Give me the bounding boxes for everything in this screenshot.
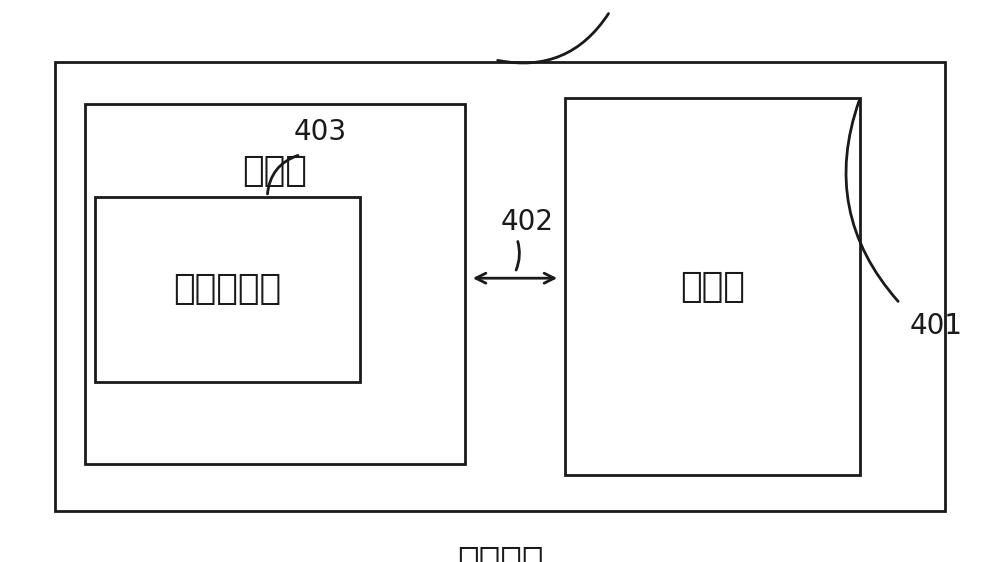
Bar (85, 104, 465, 464)
FancyArrowPatch shape (498, 13, 609, 63)
Text: 计算机程序: 计算机程序 (173, 273, 282, 306)
Bar (565, 98, 860, 475)
Text: 403: 403 (294, 118, 347, 146)
FancyArrowPatch shape (267, 156, 298, 194)
FancyArrowPatch shape (516, 242, 519, 270)
Text: 存储器: 存储器 (243, 155, 307, 188)
Text: 终端设备: 终端设备 (457, 545, 543, 562)
Bar (95, 197, 360, 382)
Text: 402: 402 (501, 208, 554, 236)
Text: 处理器: 处理器 (680, 270, 745, 303)
FancyArrowPatch shape (846, 101, 898, 301)
Bar (55, 62, 945, 511)
Text: 401: 401 (910, 312, 963, 340)
